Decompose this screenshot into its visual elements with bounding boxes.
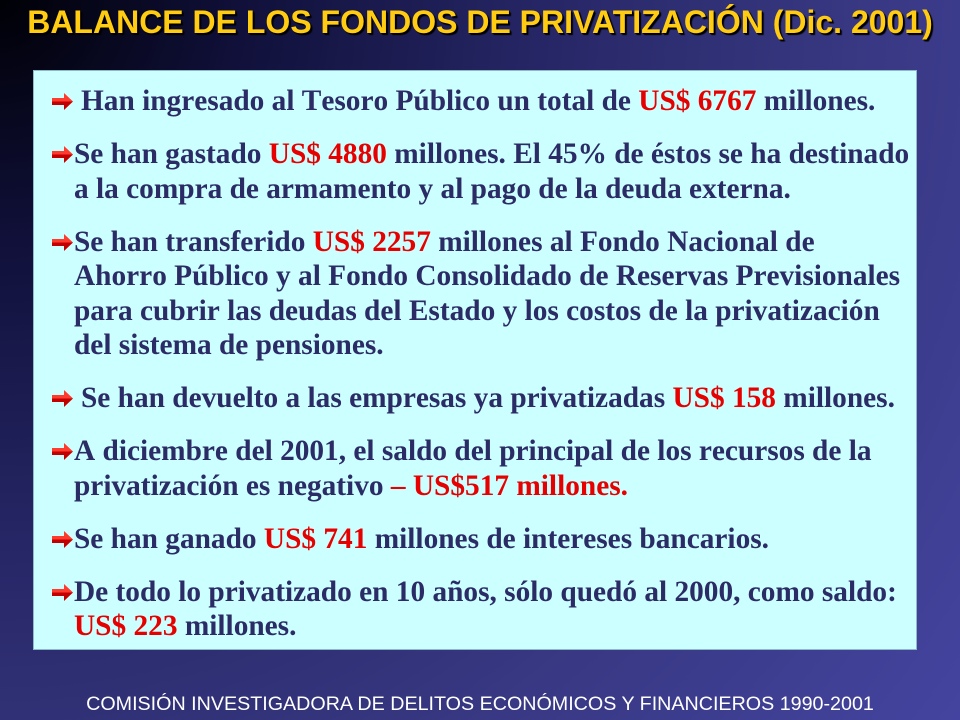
bullet-list: Han ingresado al Tesoro Público un total… (34, 84, 912, 644)
bullet-amount: US$ 6767 (638, 85, 757, 117)
bullet-text-end: millones al Fondo Nacional de Ahorro Púb… (74, 225, 901, 362)
bullet-text: Se han gastado (74, 138, 269, 170)
right-arrow-icon (52, 146, 73, 163)
bullet-text: Han ingresado al Tesoro Público un total… (81, 85, 639, 117)
right-arrow-icon (52, 390, 73, 407)
bullet-item: Se han devuelto a las empresas ya privat… (34, 381, 912, 416)
content-box: Han ingresado al Tesoro Público un total… (33, 70, 917, 650)
bullet-amount: US$ 2257 (312, 225, 431, 258)
bullet-text-end: millones de intereses bancarios. (367, 522, 769, 555)
bullet-item: De todo lo privatizado en 10 años, sólo … (34, 575, 912, 644)
bullet-amount: US$ 158 (672, 382, 776, 414)
bullet-text-end: millones. (177, 610, 297, 642)
right-arrow-icon (52, 443, 73, 460)
bullet-text: A diciembre del 2001, el saldo del princ… (74, 435, 872, 502)
bullet-item: Se han ganado US$ 741 millones de intere… (34, 522, 912, 557)
bullet-item: Se han transferido US$ 2257 millones al … (34, 225, 912, 363)
bullet-text-end: millones. (756, 85, 876, 117)
right-arrow-icon (52, 584, 73, 601)
bullet-text: De todo lo privatizado en 10 años, sólo … (74, 575, 897, 608)
bullet-text: Se han ganado (74, 522, 264, 555)
right-arrow-icon (52, 234, 73, 251)
right-arrow-icon (52, 93, 73, 110)
bullet-text: Se han devuelto a las empresas ya privat… (81, 382, 673, 414)
bullet-text-end: millones. El 45% de éstos se ha destinad… (74, 138, 910, 205)
bullet-text: Se han transferido (74, 225, 313, 258)
bullet-item: Se han gastado US$ 4880 millones. El 45%… (34, 137, 912, 206)
bullet-item: A diciembre del 2001, el saldo del princ… (34, 434, 912, 503)
bullet-text-end: millones. (775, 382, 895, 414)
bullet-amount: US$ 4880 (268, 138, 387, 170)
bullet-amount: – US$517 millones. (390, 469, 628, 502)
bullet-amount: US$ 741 (263, 522, 368, 555)
bullet-item: Han ingresado al Tesoro Público un total… (34, 84, 912, 119)
right-arrow-icon (52, 531, 73, 548)
slide-title: BALANCE DE LOS FONDOS DE PRIVATIZACIÓN (… (27, 4, 933, 40)
slide-footer: COMISIÓN INVESTIGADORA DE DELITOS ECONÓM… (86, 693, 874, 715)
bullet-amount: US$ 223 (74, 610, 178, 642)
